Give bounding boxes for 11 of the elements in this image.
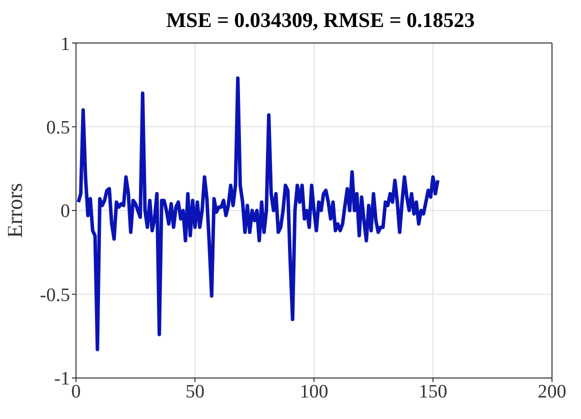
y-tick-label: 0 [60,201,70,222]
x-tick-label: 150 [418,381,448,402]
x-tick-label: 200 [538,381,566,402]
y-tick-label: 1 [60,34,70,55]
line-series [76,76,440,352]
y-tick-label: -1 [54,368,70,390]
chart-title: MSE = 0.034309, RMSE = 0.18523 [165,8,476,34]
x-tick-label: 100 [300,381,328,402]
y-tick-label: 0.5 [46,117,70,138]
y-tick-label: -0.5 [40,284,70,306]
x-tick-label: 50 [186,381,204,402]
